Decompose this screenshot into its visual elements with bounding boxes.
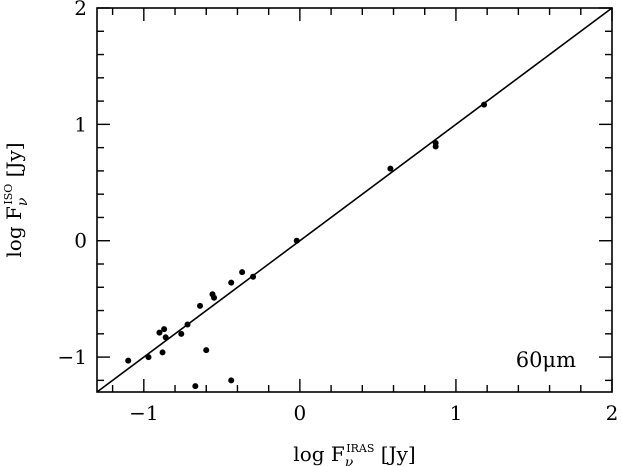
y-axis-label-suffix: [Jy]: [2, 142, 26, 183]
data-point: [481, 101, 488, 108]
data-point: [184, 321, 191, 328]
data-point: [178, 330, 185, 337]
data-point: [156, 329, 163, 336]
ticks-layer: [97, 7, 613, 392]
plot-frame: [96, 7, 613, 393]
data-point: [387, 165, 394, 172]
data-point: [161, 326, 168, 333]
x-tick-label: 0: [294, 401, 307, 425]
tick-labels: −1 0 1 2 −1 0 1 2: [58, 0, 619, 425]
x-tick-label: 2: [606, 401, 619, 425]
data-point: [293, 237, 300, 244]
y-axis-label-prefix: log F: [2, 206, 26, 258]
x-axis-label-sub: ν: [345, 455, 354, 466]
data-point: [228, 279, 235, 286]
x-tick-label: −1: [129, 401, 158, 425]
data-point: [162, 334, 169, 341]
x-axis-label-suffix: [Jy]: [374, 442, 415, 466]
one-to-one-line: [96, 7, 613, 393]
x-tick-label: 1: [450, 401, 463, 425]
wavelength-annotation: 60μm: [516, 348, 576, 372]
y-axis-label: log FνISO [Jy]: [2, 142, 31, 257]
data-point: [159, 349, 166, 356]
data-point: [203, 347, 210, 354]
data-point: [125, 357, 132, 364]
data-point: [250, 273, 257, 280]
y-tick-label: 0: [74, 229, 87, 253]
y-tick-label: 1: [74, 112, 87, 136]
y-axis-label-sup: ISO: [2, 184, 15, 205]
x-axis-label: log FνIRAS [Jy]: [293, 442, 415, 466]
data-points: [125, 101, 488, 390]
y-tick-label: 2: [74, 0, 87, 20]
data-point: [239, 269, 246, 276]
data-point: [197, 302, 203, 309]
data-point: [145, 354, 152, 361]
y-tick-label: −1: [58, 345, 87, 369]
data-point: [192, 383, 199, 390]
data-point: [432, 139, 439, 146]
x-axis-label-prefix: log F: [293, 442, 345, 466]
data-point: [211, 294, 218, 301]
data-point: [228, 377, 235, 384]
x-axis-label-sup: IRAS: [346, 442, 374, 455]
y-axis-label-sub: ν: [15, 197, 31, 206]
